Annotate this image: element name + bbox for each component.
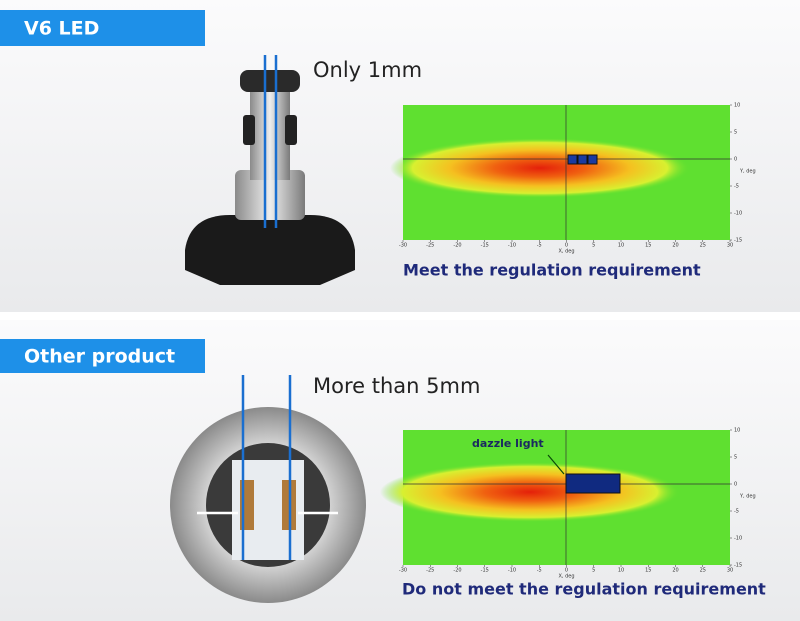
y-tick-label: 0 — [734, 482, 737, 488]
y-tick-label: -10 — [734, 211, 742, 217]
led-bulb — [185, 55, 355, 285]
x-tick-label: 0 — [565, 568, 568, 574]
verdict: Meet the regulation requirement — [403, 261, 701, 280]
verdict: Do not meet the regulation requirement — [402, 580, 766, 599]
heatmap — [390, 105, 730, 240]
tag: V6 LED — [24, 18, 99, 40]
cutoff-box — [577, 154, 588, 165]
y-tick-label: -15 — [734, 238, 742, 244]
bulb-chip — [243, 115, 255, 145]
y-tick-label: -15 — [734, 563, 742, 569]
x-tick-label: -25 — [426, 243, 434, 249]
bulb-chip — [285, 115, 297, 145]
x-axis-label: X, deg — [558, 249, 574, 255]
x-tick-label: -10 — [508, 243, 516, 249]
y-tick-label: -10 — [734, 536, 742, 542]
x-tick-label: 15 — [645, 568, 651, 574]
x-tick-label: 25 — [700, 568, 706, 574]
cutoff-box — [587, 154, 598, 165]
bulb-collar — [235, 170, 305, 220]
x-tick-label: -5 — [537, 243, 542, 249]
x-tick-label: 5 — [592, 243, 595, 249]
other-bulb — [170, 375, 366, 603]
tag-box — [0, 339, 205, 373]
bulb-cap — [240, 70, 300, 92]
light-spot — [390, 138, 690, 198]
tag-box — [0, 10, 205, 46]
bulb-base — [185, 215, 355, 285]
x-tick-label: 15 — [645, 243, 651, 249]
y-tick-label: -5 — [734, 509, 739, 515]
annotation: dazzle light — [472, 437, 544, 450]
x-tick-label: -15 — [481, 243, 489, 249]
tag: Other product — [24, 346, 175, 368]
x-tick-label: -5 — [537, 568, 542, 574]
x-tick-label: -20 — [453, 568, 461, 574]
y-tick-label: -5 — [734, 184, 739, 190]
x-tick-label: 5 — [592, 568, 595, 574]
y-axis-label: Y, deg — [739, 494, 756, 500]
y-axis-label: Y, deg — [739, 169, 756, 175]
x-tick-label: -10 — [508, 568, 516, 574]
y-tick-label: 10 — [734, 103, 740, 109]
heatmap: dazzle light — [380, 430, 730, 565]
x-tick-label: 30 — [727, 568, 733, 574]
y-tick-label: 10 — [734, 428, 740, 434]
x-tick-label: 20 — [672, 568, 678, 574]
bulb-stem — [250, 85, 290, 180]
x-tick-label: 10 — [618, 568, 624, 574]
x-tick-label: -30 — [399, 568, 407, 574]
gap-label: More than 5mm — [313, 374, 480, 398]
light-spot — [380, 462, 680, 522]
x-tick-label: -30 — [399, 243, 407, 249]
x-tick-label: -25 — [426, 568, 434, 574]
annotation-arrow — [547, 454, 565, 475]
x-tick-label: 0 — [565, 243, 568, 249]
gap-label: Only 1mm — [313, 58, 422, 82]
y-tick-label: 0 — [734, 157, 737, 163]
x-axis-label: X, deg — [558, 574, 574, 580]
y-tick-label: 5 — [734, 130, 737, 136]
y-tick-label: 5 — [734, 455, 737, 461]
x-tick-label: 10 — [618, 243, 624, 249]
dazzle-box — [565, 473, 621, 494]
cutoff-box — [567, 154, 578, 165]
x-tick-label: 25 — [700, 243, 706, 249]
x-tick-label: -15 — [481, 568, 489, 574]
x-tick-label: 30 — [727, 243, 733, 249]
x-tick-label: 20 — [672, 243, 678, 249]
x-tick-label: -20 — [453, 243, 461, 249]
